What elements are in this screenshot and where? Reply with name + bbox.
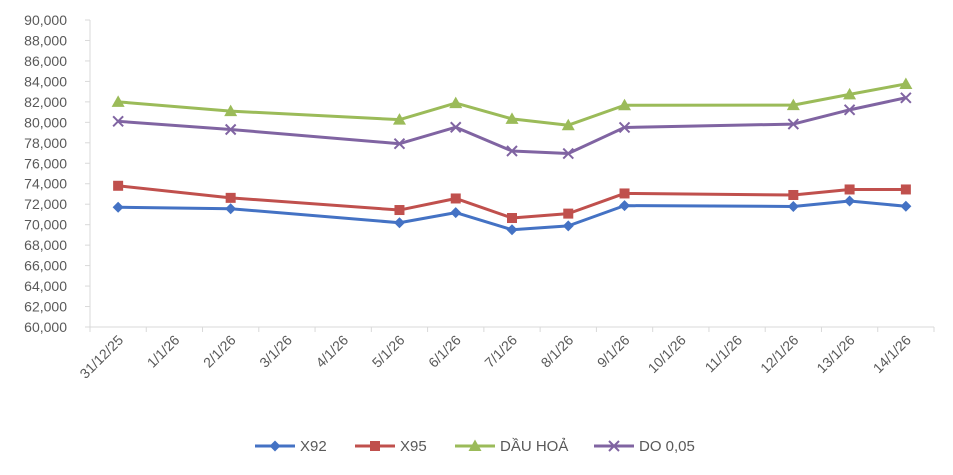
y-tick-label: 60,000	[24, 319, 67, 335]
data-point	[561, 118, 575, 131]
data-point	[563, 208, 574, 219]
x-tick-label: 10/1/26	[645, 332, 689, 376]
legend-item: DO 0,05	[594, 438, 695, 455]
legend-item: X95	[355, 438, 427, 455]
data-point	[900, 92, 912, 104]
y-tick-label: 62,000	[24, 299, 67, 315]
series-d-u-ho	[111, 77, 913, 131]
data-point	[111, 95, 125, 107]
x-tick-label: 1/1/26	[144, 332, 183, 371]
x-tick-label: 31/12/25	[76, 332, 126, 382]
legend-item: X92	[255, 438, 327, 455]
data-point	[619, 200, 631, 212]
legend-marker	[608, 440, 620, 452]
x-tick-label: 14/1/26	[870, 332, 914, 376]
data-point	[392, 113, 406, 125]
x-tick-label: 9/1/26	[594, 332, 633, 371]
x-tick-label: 3/1/26	[256, 332, 295, 371]
legend-item: DẦU HOẢ	[455, 438, 568, 455]
data-point	[562, 147, 574, 160]
y-tick-label: 80,000	[24, 114, 67, 130]
series-layer	[111, 77, 913, 236]
legend: X92 X95 DẦU HOẢ DO 0,05	[255, 438, 695, 455]
y-tick-label: 78,000	[24, 135, 67, 151]
data-point	[843, 87, 857, 100]
y-tick-label: 90,000	[24, 12, 67, 28]
data-point	[899, 77, 913, 89]
data-point	[224, 104, 238, 117]
data-point	[507, 213, 517, 224]
data-point	[505, 112, 519, 124]
series-do-0-05	[112, 92, 912, 160]
data-point	[449, 96, 463, 109]
data-point	[225, 203, 237, 215]
x-tick-label: 5/1/26	[369, 332, 408, 371]
data-point	[788, 189, 799, 200]
data-point	[112, 115, 124, 128]
data-point	[562, 220, 574, 232]
y-tick-label: 70,000	[24, 217, 67, 233]
data-point	[900, 200, 912, 212]
data-point	[225, 192, 236, 203]
y-axis-ticks: 60,000 62,000 64,000 66,000 68,000 70,000 72,0…	[24, 12, 90, 335]
y-tick-label: 84,000	[24, 73, 67, 89]
data-point	[619, 188, 630, 199]
data-point	[844, 195, 856, 207]
x-axis-ticks: 31/12/25 1/1/26 2/1/26 3/1/26 4/1/26 5/1/26 6/…	[76, 327, 935, 382]
y-tick-label: 74,000	[24, 176, 67, 192]
y-tick-label: 76,000	[24, 155, 67, 171]
y-tick-label: 66,000	[24, 258, 67, 274]
series-line	[118, 82, 907, 127]
x-tick-label: 6/1/26	[425, 332, 464, 371]
data-point	[393, 217, 405, 229]
data-point	[394, 205, 405, 216]
x-tick-label: 13/1/26	[813, 332, 857, 376]
data-point	[450, 121, 462, 133]
legend-marker	[269, 440, 281, 452]
data-point	[393, 138, 406, 150]
legend-marker	[468, 439, 482, 451]
series-line	[118, 96, 907, 156]
series-line	[117, 184, 906, 220]
data-point	[113, 180, 124, 191]
x-tick-label: 2/1/26	[200, 332, 239, 371]
legend-label: X92	[300, 438, 327, 455]
data-point	[618, 98, 632, 111]
data-point	[844, 184, 855, 195]
x-tick-label: 8/1/26	[538, 332, 577, 371]
data-point	[224, 123, 237, 136]
data-point	[506, 224, 518, 236]
data-point	[506, 145, 518, 157]
series-x92	[112, 195, 912, 236]
y-tick-label: 86,000	[24, 53, 67, 69]
x-tick-label: 7/1/26	[481, 332, 520, 371]
y-tick-label: 82,000	[24, 94, 67, 110]
series-x95	[113, 180, 911, 224]
y-tick-label: 68,000	[24, 237, 67, 253]
data-point	[450, 207, 462, 219]
legend-label: DO 0,05	[639, 438, 695, 455]
y-tick-label: 88,000	[24, 32, 67, 48]
data-point	[787, 200, 799, 212]
x-tick-label: 12/1/26	[757, 332, 801, 376]
data-point	[618, 121, 631, 134]
x-tick-label: 11/1/26	[702, 332, 746, 376]
data-point	[900, 184, 911, 195]
y-tick-label: 72,000	[24, 196, 67, 212]
data-point	[787, 118, 800, 130]
legend-marker	[370, 441, 380, 451]
series-line	[118, 199, 907, 232]
data-point	[450, 193, 461, 204]
data-point	[112, 201, 124, 213]
data-point	[786, 98, 800, 111]
data-point	[843, 104, 856, 116]
y-tick-label: 64,000	[24, 278, 67, 294]
x-tick-label: 4/1/26	[312, 332, 351, 371]
legend-label: X95	[400, 438, 427, 455]
legend-label: DẦU HOẢ	[500, 438, 568, 455]
